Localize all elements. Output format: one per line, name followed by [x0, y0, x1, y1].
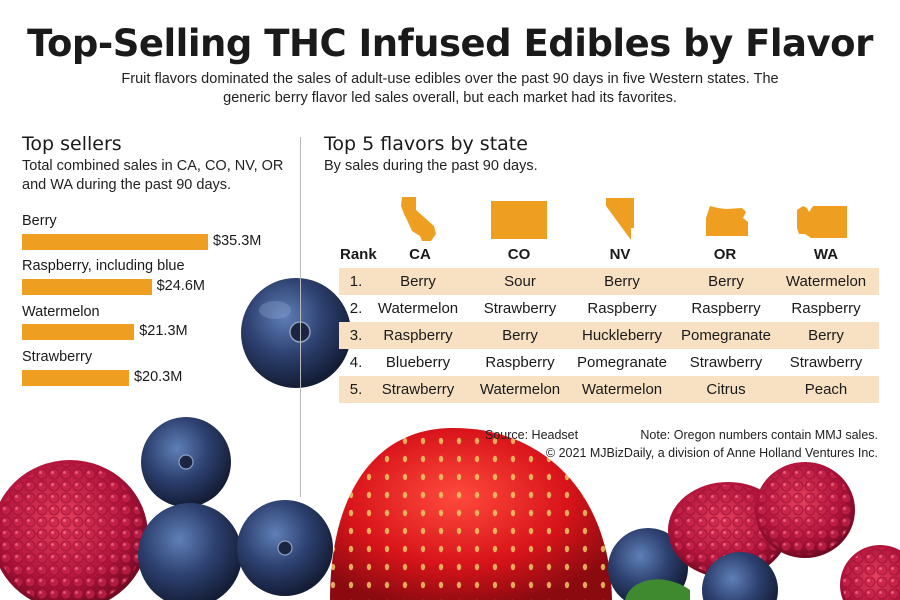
subtitle-line-1: Fruit flavors dominated the sales of adu… — [121, 71, 779, 87]
raspberry-left — [0, 460, 148, 600]
source-note: Source: Headset — [485, 428, 579, 442]
table-cell: Watermelon — [479, 381, 561, 398]
rank-cell: 5. — [349, 381, 363, 398]
bar-value-label: $24.6M — [156, 278, 205, 294]
top-flavors-heading: Top 5 flavors by state — [324, 133, 528, 155]
top-sellers-subheading-line-1: Total combined sales in CA, CO, NV, OR — [22, 158, 284, 174]
page-subtitle: Fruit flavors dominated the sales of adu… — [90, 70, 810, 108]
table-cell: Strawberry — [789, 354, 863, 371]
nv-column-header: NV — [609, 246, 631, 263]
blueberry-bottom-5 — [702, 552, 778, 600]
table-cell: Berry — [502, 327, 538, 344]
table-cell: Raspberry — [691, 300, 761, 317]
bar-label: Watermelon — [22, 304, 100, 320]
top-sellers-subheading-line-2: and WA during the past 90 days. — [22, 177, 232, 193]
table-cell: Watermelon — [581, 381, 663, 398]
table-cell: Huckleberry — [581, 327, 663, 344]
table-cell: Raspberry — [383, 327, 453, 344]
page-title: Top-Selling THC Infused Edibles by Flavo… — [27, 22, 873, 65]
rank-column-header: Rank — [340, 246, 377, 263]
subtitle-line-2: generic berry flavor led sales overall, … — [223, 90, 677, 106]
or-column-header: OR — [713, 246, 737, 263]
table-cell: Watermelon — [377, 300, 459, 317]
table-row: 3. Raspberry Berry Huckleberry Pomegrana… — [339, 322, 879, 349]
table-cell: Raspberry — [791, 300, 861, 317]
rank-cell: 4. — [349, 354, 363, 371]
blueberry-center — [241, 278, 351, 388]
panel-divider — [300, 137, 301, 497]
ca-column-header: CA — [409, 246, 431, 263]
bar-label: Berry — [22, 213, 57, 229]
california-map-icon — [401, 197, 436, 241]
bar — [22, 234, 208, 250]
blueberry-bottom-1 — [141, 417, 231, 507]
table-cell: Raspberry — [587, 300, 657, 317]
table-row: 2. Watermelon Strawberry Raspberry Raspb… — [339, 295, 879, 322]
blueberry-bottom-2 — [138, 503, 242, 600]
bar-value-label: $21.3M — [139, 323, 188, 339]
table-cell: Strawberry — [381, 381, 455, 398]
top-flavors-subheading: By sales during the past 90 days. — [324, 158, 538, 174]
raspberry-far-right — [755, 462, 855, 558]
table-row: 1. Berry Sour Berry Berry Watermelon — [339, 268, 879, 295]
raspberry-corner — [840, 545, 900, 600]
table-cell: Pomegranate — [576, 354, 668, 371]
rank-cell: 2. — [349, 300, 363, 317]
table-cell: Watermelon — [785, 273, 867, 290]
strawberry — [330, 427, 612, 600]
table-cell: Berry — [604, 273, 640, 290]
table-cell: Berry — [808, 327, 844, 344]
top-sellers-subheading: Total combined sales in CA, CO, NV, OR a… — [22, 157, 292, 195]
oregon-map-icon — [706, 206, 748, 236]
table-row: 4. Blueberry Raspberry Pomegranate Straw… — [339, 349, 879, 376]
bar-value-label: $20.3M — [133, 369, 183, 385]
copyright-note: © 2021 MJBizDaily, a division of Anne Ho… — [545, 446, 878, 460]
bar — [22, 370, 129, 386]
table-cell: Sour — [504, 273, 536, 290]
bar-value-label: $35.3M — [213, 233, 262, 249]
table-cell: Berry — [400, 273, 436, 290]
table-row: 5. Strawberry Watermelon Watermelon Citr… — [339, 376, 879, 403]
wa-column-header: WA — [813, 246, 839, 263]
washington-map-icon — [797, 206, 847, 238]
blueberry-bottom-3 — [237, 500, 333, 596]
table-cell: Strawberry — [483, 300, 557, 317]
rank-cell: 3. — [349, 327, 363, 344]
table-cell: Peach — [804, 381, 848, 398]
bar — [22, 279, 152, 295]
top-sellers-heading: Top sellers — [22, 133, 122, 155]
oregon-note: Note: Oregon numbers contain MMJ sales. — [640, 428, 878, 442]
bar-label: Raspberry, including blue — [22, 258, 185, 274]
co-column-header: CO — [507, 246, 531, 263]
colorado-map-icon — [491, 201, 547, 239]
table-cell: Strawberry — [689, 354, 763, 371]
nevada-map-icon — [606, 198, 634, 240]
table-cell: Blueberry — [385, 354, 451, 371]
table-cell: Berry — [708, 273, 744, 290]
table-cell: Raspberry — [485, 354, 555, 371]
table-cell: Citrus — [706, 381, 746, 398]
bar-label: Strawberry — [22, 349, 93, 365]
blueberry-bottom-4 — [608, 528, 690, 600]
bar — [22, 324, 135, 340]
rank-cell: 1. — [349, 273, 363, 290]
table-cell: Pomegranate — [680, 327, 772, 344]
